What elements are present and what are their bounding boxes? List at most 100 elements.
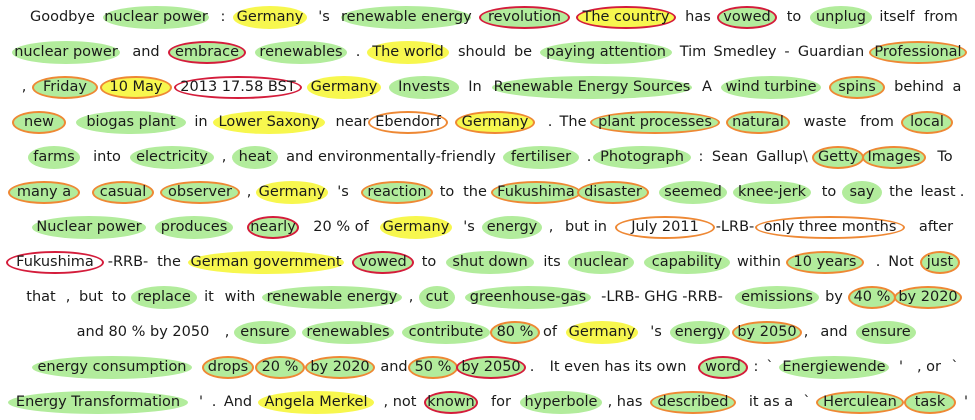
- highlighted-token: 2013 17.58 BST: [174, 76, 302, 99]
- plain-token: ,: [221, 149, 227, 165]
- highlighted-token: by 2020: [305, 356, 375, 379]
- highlighted-token: Germany: [307, 76, 381, 99]
- highlighted-token: capability: [644, 251, 730, 274]
- highlighted-token: vowed: [717, 6, 777, 29]
- highlighted-token: Germany: [455, 111, 535, 134]
- highlighted-token: just: [920, 251, 960, 274]
- plain-token: ,: [246, 184, 252, 200]
- highlighted-token: cut: [419, 286, 455, 309]
- plain-token: Tim: [679, 44, 707, 60]
- highlighted-token: July 2011: [615, 216, 715, 239]
- plain-token: and environmentally-friendly: [286, 149, 496, 165]
- highlighted-token: 40 %: [848, 286, 896, 309]
- plain-token: for: [491, 394, 511, 410]
- text-line: that, but to replace it with renewable energy,…: [0, 280, 975, 315]
- highlighted-token: Herculean: [816, 391, 904, 414]
- highlighted-token: Ebendorf: [368, 111, 448, 134]
- plain-token: .: [959, 184, 965, 200]
- highlighted-token: energy consumption: [32, 356, 192, 379]
- plain-token: and 80 % by 2050: [76, 324, 210, 340]
- highlighted-token: Invests: [389, 76, 459, 99]
- plain-token: `: [803, 394, 811, 410]
- plain-token: -LRB- GHG -RRB-: [601, 289, 723, 305]
- highlighted-token: Friday: [32, 76, 98, 99]
- highlighted-token: say: [842, 181, 882, 204]
- plain-token: 's: [463, 219, 475, 235]
- highlighted-token: 10 years: [786, 251, 864, 274]
- plain-token: A: [702, 79, 712, 95]
- plain-token: , not: [383, 394, 417, 410]
- text-line: new biogas plant in Lower Saxony near Ebendor…: [0, 105, 975, 140]
- plain-token: and: [132, 44, 160, 60]
- highlighted-token: ensure: [856, 321, 916, 344]
- plain-token: to: [821, 184, 837, 200]
- plain-token: a: [952, 79, 962, 95]
- highlighted-token: reaction: [361, 181, 433, 204]
- highlighted-token: knee-jerk: [733, 181, 811, 204]
- highlighted-token: nuclear: [568, 251, 634, 274]
- highlighted-token: Germany: [256, 181, 328, 204]
- highlighted-token: Nuclear power: [32, 216, 146, 239]
- highlighted-token: produces: [155, 216, 233, 239]
- plain-token: that: [26, 289, 56, 305]
- plain-token: to: [439, 184, 455, 200]
- plain-token: In: [468, 79, 482, 95]
- text-line: many a casual observer, Germany 's reaction to…: [0, 175, 975, 210]
- plain-token: ': [199, 394, 203, 410]
- plain-token: Goodbye: [30, 9, 95, 25]
- highlighted-token: disaster: [577, 181, 649, 204]
- highlighted-token: wind turbine: [721, 76, 821, 99]
- plain-token: `: [766, 359, 774, 375]
- highlighted-token: Fukushima: [491, 181, 581, 204]
- highlighted-token: The world: [367, 41, 449, 64]
- highlighted-token: by 2050: [732, 321, 802, 344]
- highlighted-token: known: [424, 391, 478, 414]
- plain-token: 's: [650, 324, 662, 340]
- plain-token: but: [78, 289, 104, 305]
- plain-token: and: [820, 324, 848, 340]
- plain-token: but in: [565, 219, 607, 235]
- text-line: farms into electricity, heat and environment…: [0, 140, 975, 175]
- text-line: Fukushima -RRB-the German government vowed t…: [0, 245, 975, 280]
- plain-token: with: [224, 289, 256, 305]
- plain-token: It even has its own: [549, 359, 687, 375]
- highlighted-token: 20 %: [255, 356, 305, 379]
- text-line: , Friday 10 May 2013 17.58 BST Germany Invest…: [0, 70, 975, 105]
- plain-token: the: [157, 254, 181, 270]
- plain-token: `: [951, 359, 959, 375]
- text-line: nuclear power and embrace renewables. The wo…: [0, 35, 975, 70]
- plain-token: Smedley: [713, 44, 777, 60]
- highlighted-token: paying attention: [540, 41, 672, 64]
- highlighted-token: renewable energy: [262, 286, 402, 309]
- highlighted-token: spins: [829, 76, 885, 99]
- text-line: energy consumption drops 20 % by 2020 and 50 …: [0, 350, 975, 385]
- plain-token: after: [918, 219, 954, 235]
- plain-token: .: [211, 394, 217, 410]
- plain-token: near: [335, 114, 369, 130]
- highlighted-token: energy: [670, 321, 730, 344]
- highlighted-token: word: [698, 356, 748, 379]
- plain-token: Guardian: [797, 44, 865, 60]
- highlighted-token: Energiewende: [779, 356, 889, 379]
- highlighted-token: greenhouse-gas: [465, 286, 591, 309]
- plain-token: to: [786, 9, 802, 25]
- highlighted-token: Images: [862, 146, 926, 169]
- plain-token: -: [784, 44, 790, 60]
- highlighted-token: fertiliser: [503, 146, 579, 169]
- plain-token: To: [937, 149, 953, 165]
- plain-token: -LRB-: [715, 219, 755, 235]
- plain-token: Gallup\: [756, 149, 808, 165]
- plain-token: it: [204, 289, 214, 305]
- highlighted-token: Photograph: [593, 146, 691, 169]
- highlighted-token: natural: [726, 111, 790, 134]
- plain-token: Sean: [711, 149, 749, 165]
- plain-token: ,: [548, 219, 554, 235]
- highlighted-token: described: [650, 391, 736, 414]
- plain-token: .: [355, 44, 361, 60]
- plain-token: waste: [803, 114, 847, 130]
- highlighted-token: Renewable Energy Sources: [492, 76, 692, 99]
- highlighted-token: Germany: [566, 321, 638, 344]
- plain-token: from: [924, 9, 958, 25]
- plain-token: , or: [916, 359, 942, 375]
